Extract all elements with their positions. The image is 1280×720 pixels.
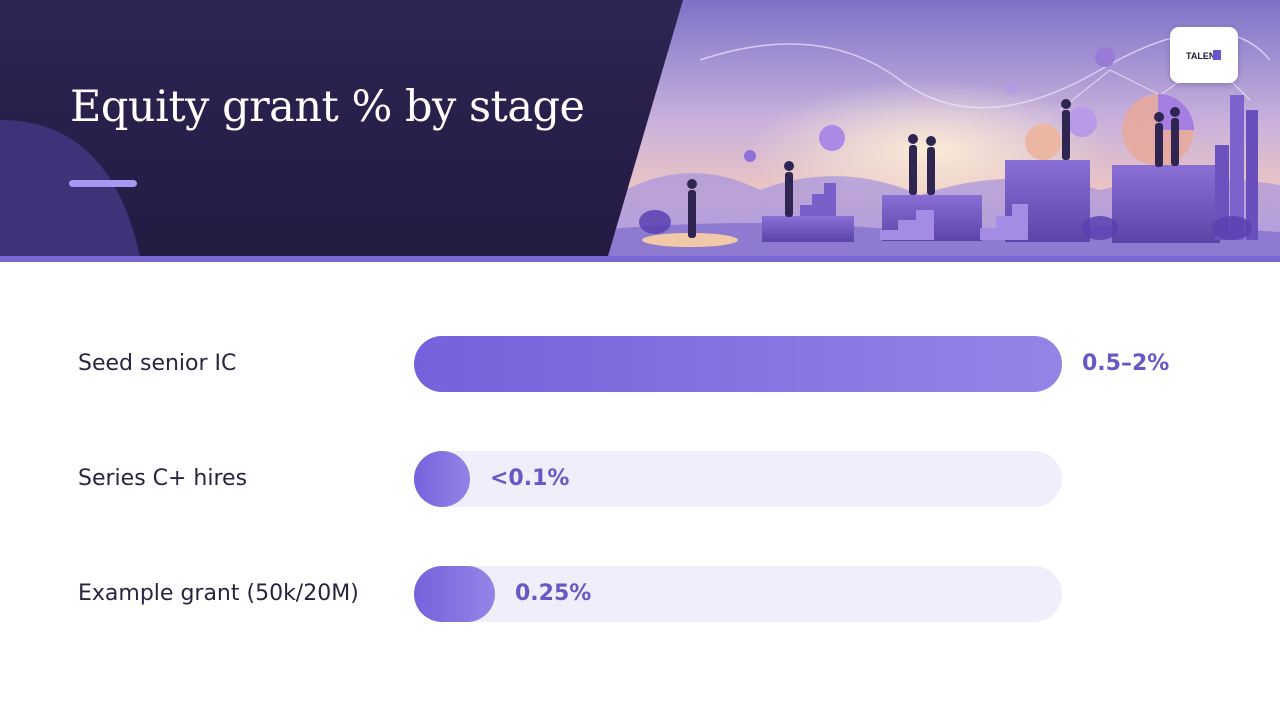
pedestal-block — [762, 216, 854, 242]
people-silhouettes — [687, 99, 1180, 238]
category-label: Example grant (50k/20M) — [78, 581, 359, 606]
header-accent-strip — [0, 256, 1280, 262]
header-illustration — [0, 0, 1280, 262]
bar-track — [414, 451, 1062, 507]
bar-track — [414, 566, 1062, 622]
decorative-arc — [0, 120, 140, 256]
bar — [414, 566, 495, 622]
skyline-bar — [1246, 110, 1258, 240]
value-label: <0.1% — [490, 466, 570, 491]
chart-row: Seed senior IC 0.5–2% — [0, 336, 1280, 392]
floating-sphere — [1095, 47, 1115, 67]
logo-wordmark: TALENT — [1186, 51, 1221, 61]
category-label: Series C+ hires — [78, 466, 248, 491]
category-label: Seed senior IC — [78, 351, 237, 376]
floating-sphere — [1006, 82, 1018, 94]
logo-mark: TALENT — [1186, 50, 1221, 61]
floating-sphere — [1067, 107, 1097, 137]
floating-sphere — [819, 125, 845, 151]
value-label: 0.25% — [515, 581, 592, 606]
foliage — [639, 210, 1252, 240]
header-banner: Equity grant % by stage TALENT — [0, 0, 1280, 262]
stairs — [980, 204, 1028, 240]
chart-row: Example grant (50k/20M) 0.25% — [0, 566, 1280, 622]
pedestal-block — [1112, 165, 1220, 243]
pie-sphere — [1025, 124, 1061, 160]
title-panel — [0, 0, 683, 256]
floating-sphere — [744, 150, 756, 162]
stairs — [880, 210, 934, 240]
stairs — [800, 183, 836, 216]
bar — [414, 336, 1062, 392]
bar — [414, 451, 470, 507]
skyline-bar — [1230, 95, 1244, 240]
bar-track — [414, 336, 1062, 392]
title-underline — [69, 180, 137, 187]
chart-row: Series C+ hires <0.1% — [0, 451, 1280, 507]
slide-title: Equity grant % by stage — [70, 82, 585, 132]
glow-platform — [642, 233, 738, 247]
value-label: 0.5–2% — [1082, 351, 1170, 376]
skyline-bar — [1215, 145, 1229, 240]
company-logo: TALENT — [1170, 27, 1238, 83]
